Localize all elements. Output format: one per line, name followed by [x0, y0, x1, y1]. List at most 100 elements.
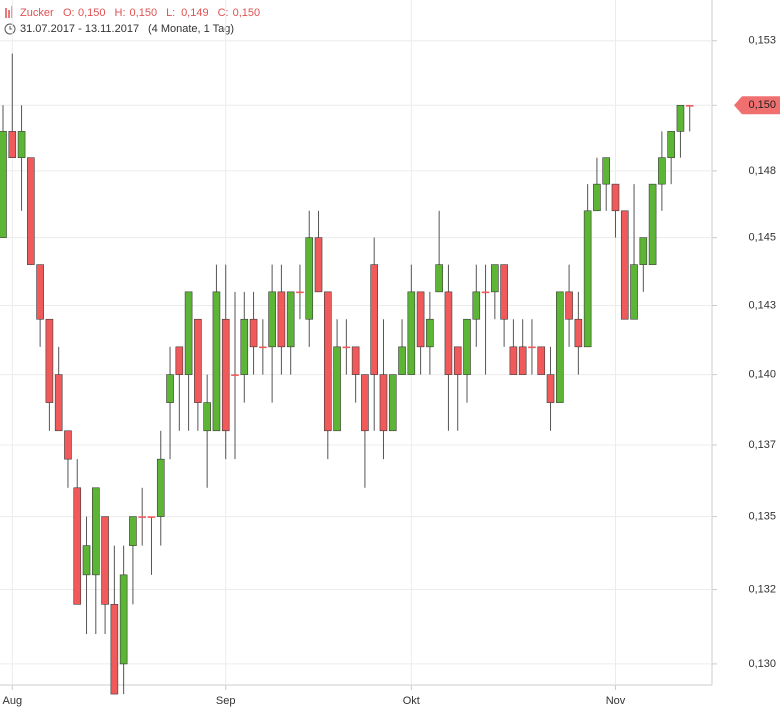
- candle-body: [175, 346, 184, 375]
- candle-body: [221, 318, 230, 432]
- candle-body: [54, 374, 63, 432]
- candle-body: [194, 318, 202, 403]
- y-tick-label: 0,135: [748, 510, 776, 522]
- candle-body: [110, 604, 119, 695]
- x-tick-label: Nov: [606, 695, 626, 707]
- candle-body: [565, 291, 573, 320]
- candle-body: [574, 318, 583, 348]
- header-field-label: O:: [63, 7, 75, 19]
- x-tick-label: Aug: [2, 695, 22, 707]
- candle-body: [611, 183, 620, 212]
- candle-body: [555, 291, 564, 403]
- y-tick-label: 0,132: [748, 583, 776, 595]
- y-tick-label: 0,143: [748, 299, 776, 311]
- x-tick-label: Okt: [403, 695, 420, 707]
- y-tick-label: 0,140: [748, 369, 776, 381]
- candle-body: [82, 545, 91, 576]
- y-tick-label: 0,148: [748, 165, 776, 177]
- candle-body: [685, 104, 694, 107]
- candle-body: [286, 291, 295, 348]
- candle-body: [481, 291, 490, 294]
- header-field-label: C:: [218, 7, 229, 19]
- candle-body: [500, 264, 508, 320]
- candle-body: [203, 402, 211, 432]
- candle-body: [17, 131, 26, 158]
- header-field-value: 0,150: [78, 7, 106, 19]
- candle-body: [426, 318, 434, 348]
- candle-body: [119, 574, 128, 665]
- candle-body: [156, 458, 165, 517]
- candle-body: [45, 318, 54, 403]
- candle-body: [64, 430, 72, 460]
- candle-body: [342, 346, 351, 349]
- candle-body: [528, 346, 536, 349]
- candle-body: [305, 237, 314, 320]
- candle-body: [407, 291, 416, 375]
- candle-body: [602, 157, 611, 185]
- candle-body: [129, 516, 137, 546]
- candle-body: [240, 318, 249, 375]
- candle-body: [296, 291, 304, 294]
- candle-body: [472, 291, 481, 320]
- candle-body: [583, 210, 592, 348]
- candle-body: [639, 237, 648, 265]
- last-price-label: 0,150: [748, 99, 776, 111]
- candle-body: [453, 346, 462, 375]
- header-field-label: H:: [115, 7, 126, 19]
- candle-body: [323, 291, 332, 432]
- duration: (4 Monate, 1 Tag): [148, 23, 234, 35]
- candle-body: [398, 346, 406, 375]
- candle-body: [491, 264, 499, 293]
- header-field-value: 0,149: [181, 7, 209, 19]
- candle-body: [537, 346, 546, 375]
- candle-body: [444, 291, 453, 375]
- candle-body: [249, 318, 258, 348]
- candle-body: [546, 374, 555, 403]
- candle-body: [351, 346, 360, 375]
- candle-body: [379, 374, 388, 432]
- candle-body: [231, 374, 239, 376]
- y-tick-label: 0,145: [748, 232, 776, 244]
- candle-body: [212, 291, 221, 432]
- candle-body: [0, 131, 7, 238]
- candle-body: [416, 291, 425, 348]
- candle-body: [277, 291, 286, 348]
- candle-body: [593, 183, 601, 212]
- candle-body: [36, 264, 44, 320]
- candle-body: [268, 291, 276, 348]
- candle-body: [630, 264, 638, 320]
- candle-body: [370, 264, 379, 375]
- y-tick-label: 0,153: [748, 35, 776, 47]
- y-tick-label: 0,137: [748, 439, 776, 451]
- candle-body: [667, 131, 675, 158]
- candle-body: [333, 346, 341, 432]
- header-field-label: L:: [166, 7, 175, 19]
- candle-body: [147, 516, 156, 518]
- candle-body: [166, 374, 174, 403]
- candle-body: [620, 210, 629, 320]
- candle-body: [388, 374, 397, 432]
- header-field-value: 0,150: [233, 7, 261, 19]
- last-price-tag: [734, 96, 780, 115]
- candle-body: [676, 104, 685, 132]
- clock-icon: [4, 23, 16, 35]
- candle-body: [101, 516, 109, 605]
- candle-body: [73, 487, 82, 605]
- candle-body: [27, 157, 35, 265]
- date-range: 31.07.2017 - 13.11.2017: [20, 23, 139, 35]
- candle-body: [435, 264, 443, 293]
- candle-body: [648, 183, 657, 265]
- candle-body: [259, 346, 267, 349]
- candle-body: [509, 346, 518, 375]
- candle-body: [184, 291, 193, 375]
- candle-body: [463, 318, 471, 375]
- candle-body: [138, 516, 146, 518]
- candle-body: [314, 237, 323, 293]
- candle-body: [658, 157, 666, 185]
- candle-body: [92, 487, 100, 576]
- header-title: Zucker: [20, 7, 54, 19]
- x-tick-label: Sep: [216, 695, 236, 707]
- candle-body: [8, 131, 17, 158]
